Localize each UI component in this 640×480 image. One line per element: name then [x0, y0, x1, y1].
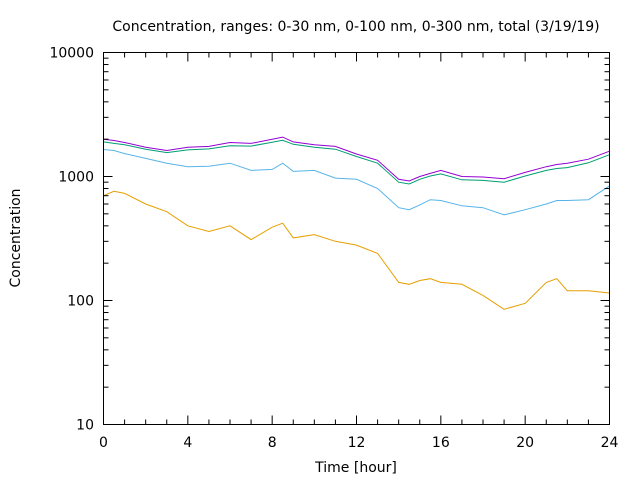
series-line-0-100-nm [103, 149, 610, 216]
x-tick-label: 16 [432, 435, 450, 451]
y-axis-label: Concentration [8, 188, 24, 287]
series-line-total [103, 136, 610, 182]
y-tick-label: 10 [76, 418, 94, 434]
plot-lines [103, 136, 610, 310]
y-tick-label: 1000 [58, 170, 94, 186]
y-tick-label: 100 [67, 294, 94, 310]
x-axis-label: Time [hour] [314, 460, 397, 476]
series-line-0-300-nm [103, 139, 610, 185]
series-line-0-30-nm [103, 190, 610, 310]
x-tick-label: 24 [601, 435, 619, 451]
chart-title: Concentration, ranges: 0-30 nm, 0-100 nm… [112, 19, 599, 35]
x-tick-label: 20 [516, 435, 534, 451]
x-tick-label: 8 [268, 435, 277, 451]
x-tick-label: 0 [99, 435, 108, 451]
axis-ticks [103, 52, 610, 425]
x-tick-label: 4 [183, 435, 192, 451]
x-tick-label: 12 [348, 435, 366, 451]
plot-frame [103, 52, 610, 425]
y-axis-tick-labels: 10 100 1000 10000 [49, 46, 94, 434]
y-tick-label: 10000 [49, 46, 94, 62]
x-axis-tick-labels: 0 4 8 12 16 20 24 [99, 435, 618, 451]
